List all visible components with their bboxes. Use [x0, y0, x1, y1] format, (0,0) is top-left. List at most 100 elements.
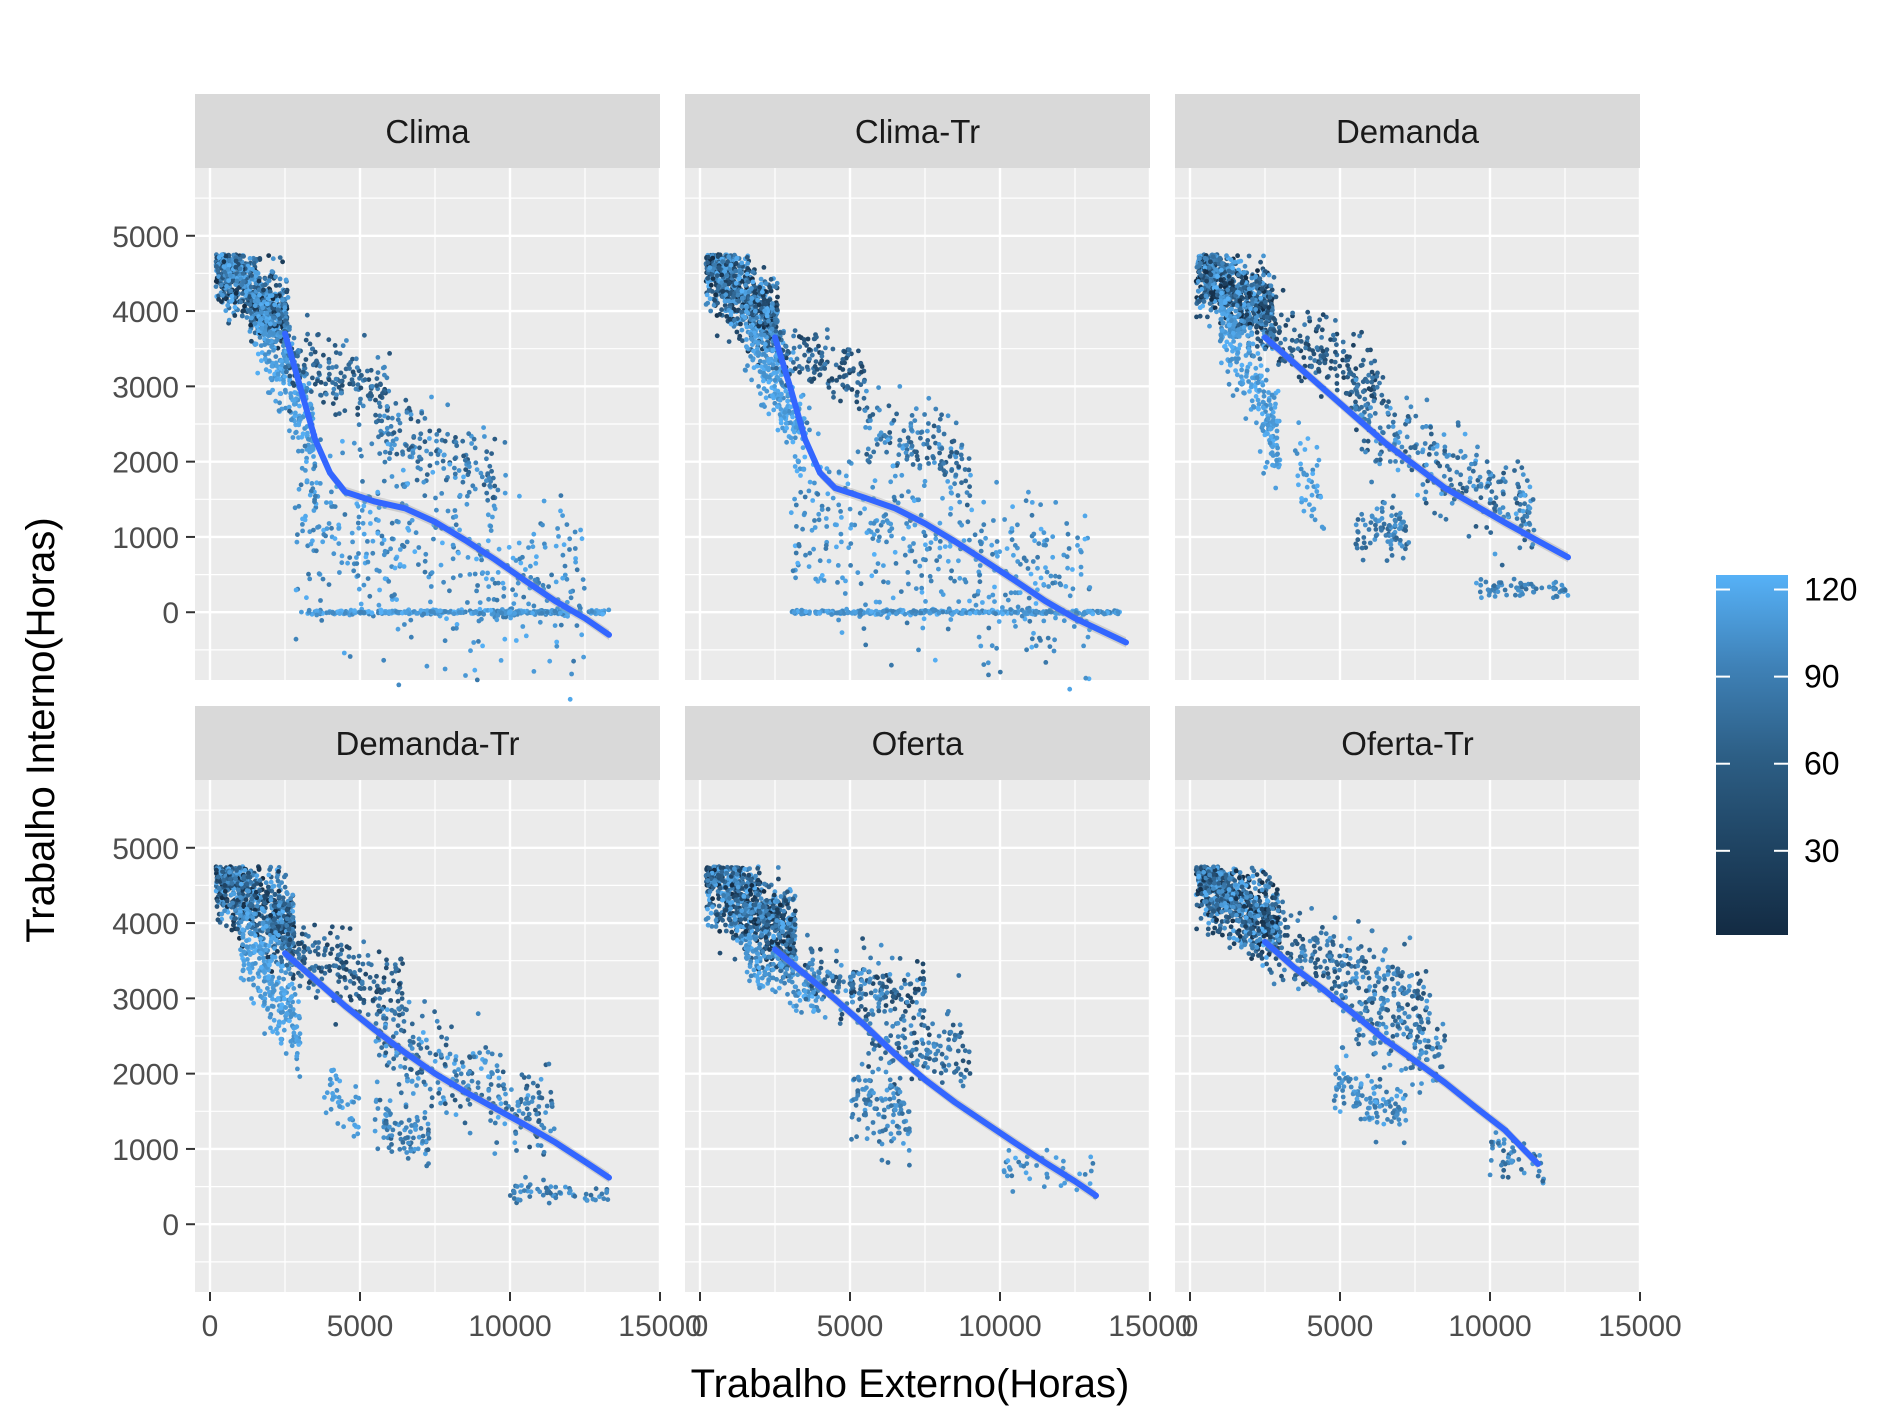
data-point	[1086, 635, 1091, 640]
data-point	[396, 627, 401, 632]
data-point	[1267, 398, 1272, 403]
data-point	[1207, 265, 1212, 270]
data-point	[745, 255, 750, 260]
data-point	[731, 294, 736, 299]
data-point	[965, 503, 970, 508]
data-point	[1220, 328, 1225, 333]
data-point	[1037, 636, 1042, 641]
data-point	[764, 395, 769, 400]
data-point	[837, 470, 842, 475]
data-point	[807, 357, 812, 362]
data-point	[227, 258, 232, 263]
data-point	[1260, 287, 1265, 292]
data-point	[950, 612, 955, 617]
data-point	[473, 487, 478, 492]
data-point	[378, 404, 383, 409]
data-point	[1260, 383, 1265, 388]
data-point	[361, 504, 366, 509]
data-point	[720, 259, 725, 264]
data-point	[775, 307, 780, 312]
data-point	[1083, 514, 1088, 519]
data-point	[1242, 302, 1247, 307]
data-point	[1209, 290, 1214, 295]
data-point	[443, 667, 448, 672]
data-point	[569, 672, 574, 677]
data-point	[713, 292, 718, 297]
data-point	[1035, 555, 1040, 560]
data-point	[398, 421, 403, 426]
data-point	[421, 612, 426, 617]
data-point	[234, 259, 239, 264]
data-point	[573, 530, 578, 535]
data-point	[226, 267, 231, 272]
data-point	[514, 638, 519, 643]
data-point	[443, 609, 448, 614]
data-point	[1250, 297, 1255, 302]
data-point	[847, 368, 852, 373]
data-point	[430, 570, 435, 575]
data-point	[904, 457, 909, 462]
data-point	[428, 463, 433, 468]
data-point	[1270, 444, 1275, 449]
data-point	[1221, 320, 1226, 325]
data-point	[911, 462, 916, 467]
data-point	[248, 302, 253, 307]
data-point	[1266, 416, 1271, 421]
data-point	[337, 611, 342, 616]
data-point	[385, 426, 390, 431]
data-point	[959, 453, 964, 458]
data-point	[380, 534, 385, 539]
data-point	[489, 451, 494, 456]
data-point	[284, 290, 289, 295]
data-point	[952, 439, 957, 444]
data-point	[849, 522, 854, 527]
data-point	[253, 321, 258, 326]
data-point	[1235, 387, 1240, 392]
data-point	[342, 408, 347, 413]
data-point	[292, 336, 297, 341]
data-point	[932, 460, 937, 465]
data-point	[304, 357, 309, 362]
data-point	[472, 668, 477, 673]
data-point	[465, 494, 470, 499]
data-point	[1116, 610, 1121, 615]
data-point	[1261, 254, 1266, 259]
data-point	[807, 406, 812, 411]
data-point	[1257, 388, 1262, 393]
data-point	[977, 635, 982, 640]
data-point	[1095, 609, 1100, 614]
data-point	[717, 266, 722, 271]
data-point	[325, 526, 330, 531]
data-point	[1034, 609, 1039, 614]
data-point	[1261, 471, 1266, 476]
data-point	[480, 475, 485, 480]
data-point	[833, 522, 838, 527]
data-point	[484, 449, 489, 454]
data-point	[340, 439, 345, 444]
data-point	[1257, 276, 1262, 281]
data-point	[362, 532, 367, 537]
data-point	[835, 611, 840, 616]
data-point	[272, 302, 277, 307]
data-point	[458, 573, 463, 578]
data-point	[859, 370, 864, 375]
data-point	[1270, 463, 1275, 468]
data-point	[893, 550, 898, 555]
data-point	[766, 412, 771, 417]
data-point	[473, 572, 478, 577]
data-point	[324, 392, 329, 397]
data-point	[1255, 344, 1260, 349]
data-point	[840, 630, 845, 635]
data-point	[1197, 256, 1202, 261]
data-point	[307, 608, 312, 613]
data-point	[759, 277, 764, 282]
data-point	[575, 623, 580, 628]
data-point	[336, 541, 341, 546]
data-point	[767, 285, 772, 290]
data-point	[319, 618, 324, 623]
data-point	[843, 591, 848, 596]
data-point	[327, 377, 332, 382]
data-point	[1241, 279, 1246, 284]
data-point	[936, 567, 941, 572]
data-point	[270, 364, 275, 369]
